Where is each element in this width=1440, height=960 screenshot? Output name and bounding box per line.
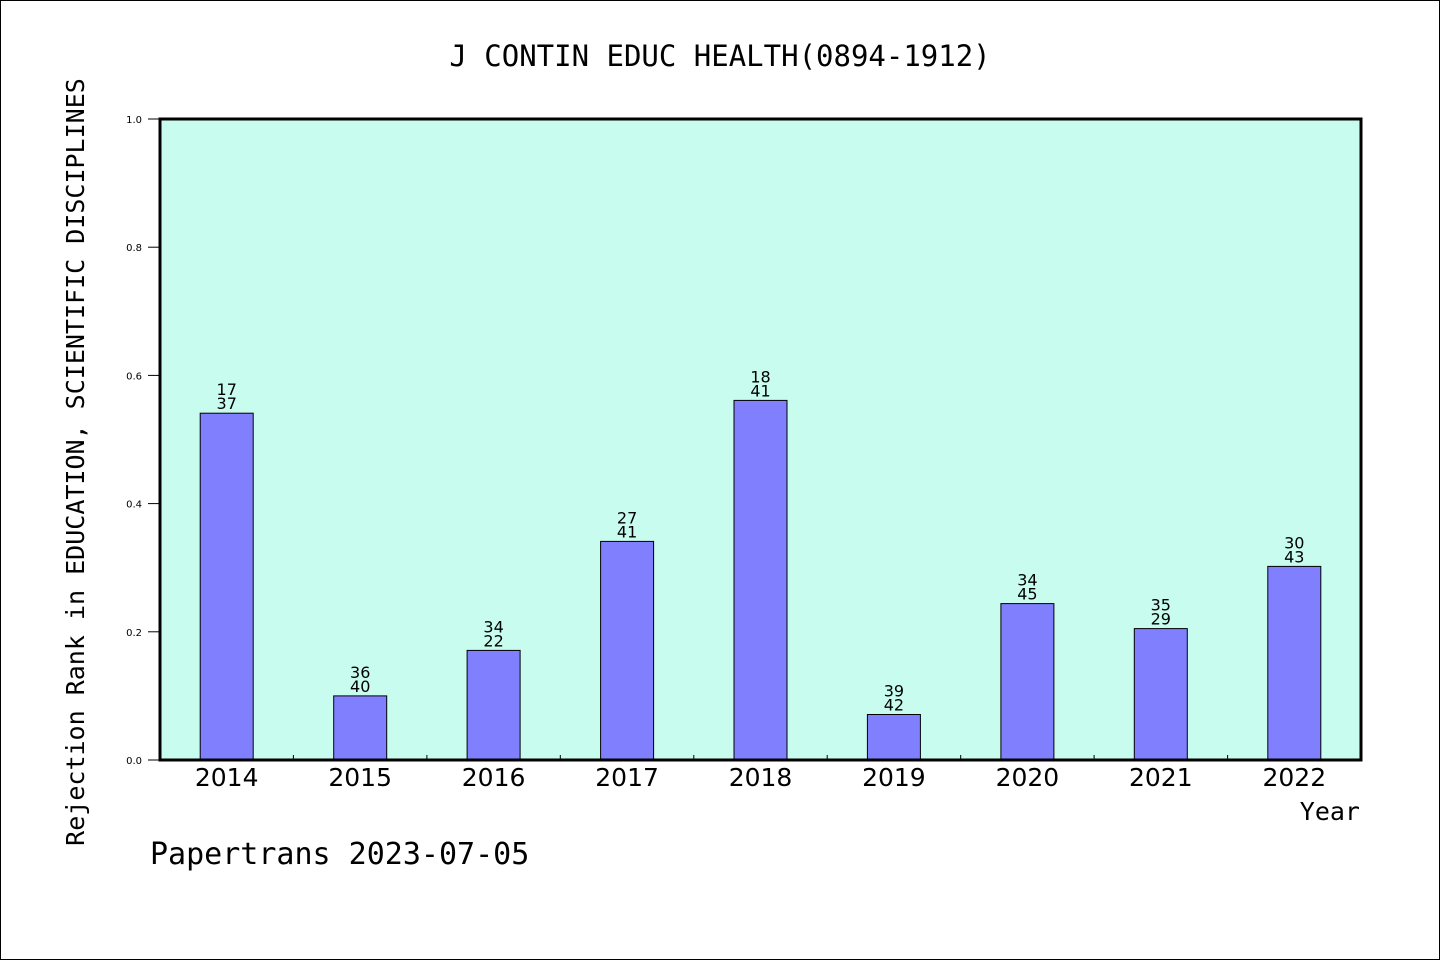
bar-label-2016-1: 34	[483, 617, 503, 636]
bar-2016	[466, 649, 521, 761]
bar-2022	[1267, 565, 1322, 761]
bar-label-2020-1: 34	[1017, 571, 1037, 590]
bar-label-2014-2: 37	[217, 394, 237, 413]
chart-title: J CONTIN EDUC HEALTH(0894-1912)	[449, 39, 990, 73]
bar-2017	[600, 540, 655, 761]
bar-2019	[866, 714, 921, 761]
bar-label-2018-2: 41	[750, 381, 770, 400]
bar-2014	[199, 412, 254, 761]
x-tick-label-2020: 2020	[996, 763, 1060, 792]
x-tick-label-2015: 2015	[328, 763, 392, 792]
y-tick-label-0.4: 0.4	[126, 500, 142, 511]
bar-2015	[333, 695, 388, 761]
y-tick-label-0.2: 0.2	[126, 628, 142, 639]
footer-watermark: Papertrans 2023-07-05	[150, 837, 529, 872]
bar-label-2022-1: 30	[1284, 533, 1304, 552]
bar-label-2017-1: 27	[617, 508, 637, 527]
plot-border	[158, 117, 1363, 762]
y-axis-label: Rejection Rank in EDUCATION, SCIENTIFIC …	[61, 78, 90, 846]
x-axis-ticks: 2014 2015 2016 2017 2018 2019 2020 2021 2022	[195, 755, 1326, 792]
x-tick-label-2019: 2019	[862, 763, 926, 792]
bar-2021	[1133, 628, 1188, 761]
bar-label-2019-1: 39	[884, 682, 904, 701]
bar-label-2021-1: 35	[1151, 596, 1171, 615]
bar-label-2015-1: 36	[350, 663, 370, 682]
bars-layer	[199, 399, 1322, 761]
bar-label-2018-1: 18	[750, 367, 770, 386]
y-tick-label-0.8: 0.8	[126, 243, 142, 254]
bar-label-2022-2: 43	[1284, 547, 1304, 566]
y-tick-label-0.6: 0.6	[126, 371, 142, 382]
x-tick-label-2018: 2018	[729, 763, 793, 792]
x-tick-label-2016: 2016	[462, 763, 526, 792]
bar-2018	[733, 399, 788, 761]
bar-2020	[1000, 603, 1055, 761]
bar-label-2021-2: 29	[1151, 610, 1171, 629]
y-tick-label-0.0: 0.0	[126, 756, 142, 767]
x-tick-label-2021: 2021	[1129, 763, 1193, 792]
y-axis-ticks: 0.0 0.2 0.4 0.6 0.8 1.0	[126, 115, 160, 767]
y-tick-label-1.0: 1.0	[126, 115, 142, 126]
bar-label-2019-2: 42	[884, 696, 904, 715]
bar-label-2020-2: 45	[1017, 585, 1037, 604]
x-axis-label: Year	[1300, 797, 1360, 826]
bar-label-2016-2: 22	[483, 631, 503, 650]
x-tick-label-2017: 2017	[595, 763, 659, 792]
x-tick-label-2014: 2014	[195, 763, 259, 792]
bar-label-2014-1: 17	[217, 380, 237, 399]
bar-label-2017-2: 41	[617, 522, 637, 541]
bar-label-2015-2: 40	[350, 677, 370, 696]
x-tick-label-2022: 2022	[1262, 763, 1326, 792]
